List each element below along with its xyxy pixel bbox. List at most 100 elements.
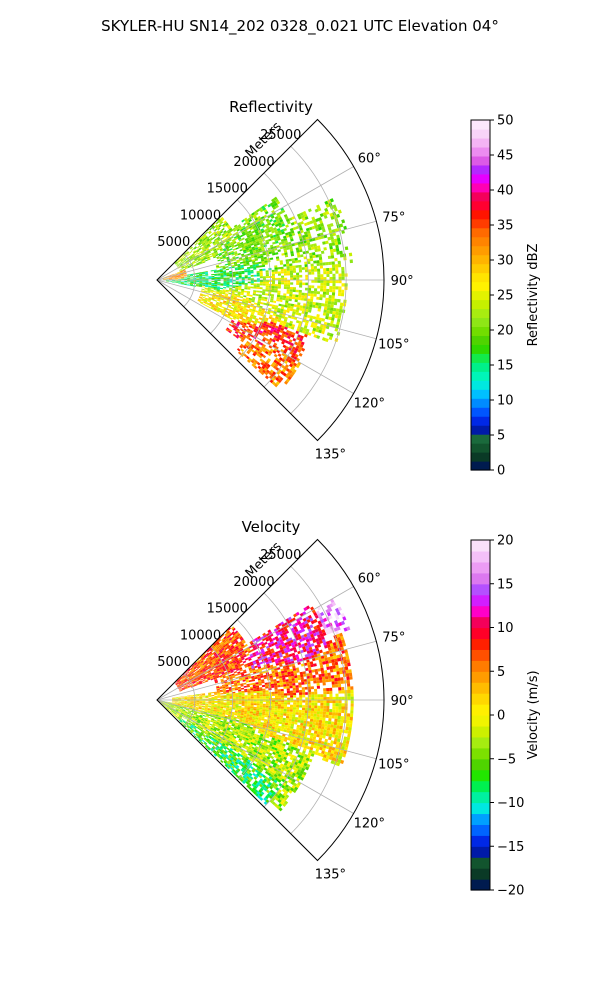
- echo-cell: [284, 380, 289, 385]
- echo-cell: [248, 231, 253, 235]
- echo-cell: [310, 686, 315, 690]
- echo-cell: [280, 693, 285, 696]
- echo-cell: [210, 286, 215, 289]
- echo-cell: [319, 679, 323, 683]
- echo-cell: [266, 348, 270, 353]
- echo-cell: [190, 281, 194, 282]
- echo-cell: [317, 223, 322, 228]
- echo-cell: [235, 324, 240, 327]
- echo-cell: [258, 354, 263, 359]
- echo-cell: [271, 280, 276, 283]
- echo-cell: [306, 298, 311, 302]
- echo-cell: [265, 272, 269, 275]
- echo-cell: [195, 285, 199, 287]
- echo-cell: [205, 661, 209, 665]
- echo-cell: [252, 240, 256, 244]
- echo-cell: [315, 722, 319, 726]
- echo-cell: [348, 672, 353, 677]
- echo-cell: [250, 222, 254, 226]
- echo-cell: [226, 703, 230, 706]
- echo-cell: [332, 731, 336, 735]
- echo-cell: [262, 711, 266, 714]
- echo-cell: [331, 684, 336, 688]
- echo-cell: [204, 246, 208, 249]
- echo-cell: [212, 303, 216, 306]
- echo-cell: [277, 273, 282, 276]
- echo-cell: [266, 322, 271, 326]
- echo-cell: [262, 696, 266, 699]
- echo-cell: [317, 728, 321, 732]
- echo-cell: [238, 271, 242, 273]
- echo-cell: [249, 241, 254, 245]
- echo-cell: [231, 266, 235, 269]
- echo-cell: [215, 645, 219, 649]
- echo-cell: [298, 269, 303, 273]
- echo-cell: [199, 280, 203, 282]
- echo-cell: [311, 700, 315, 703]
- echo-cell: [180, 274, 184, 276]
- echo-cell: [217, 701, 221, 703]
- echo-cell: [271, 290, 275, 293]
- echo-cell: [337, 240, 342, 245]
- echo-cell: [226, 272, 230, 274]
- echo-cell: [232, 233, 236, 237]
- echo-cell: [299, 344, 304, 348]
- echo-cell: [291, 678, 295, 682]
- echo-cell: [283, 713, 287, 716]
- echo-cell: [347, 733, 351, 738]
- echo-cell: [200, 655, 204, 659]
- echo-cell: [297, 312, 302, 316]
- echo-cell: [248, 357, 253, 362]
- echo-cell: [274, 198, 279, 203]
- echo-cell: [222, 248, 227, 251]
- echo-cell: [214, 282, 218, 284]
- echo-cell: [201, 298, 205, 301]
- echo-cell: [177, 276, 181, 278]
- echo-cell: [241, 237, 245, 241]
- echo-cell: [178, 282, 182, 283]
- echo-cell: [190, 283, 194, 285]
- echo-cell: [237, 306, 241, 309]
- echo-cell: [199, 274, 203, 276]
- echo-cell: [254, 212, 259, 216]
- echo-cell: [245, 260, 250, 263]
- echo-cell: [182, 261, 185, 264]
- echo-cell: [238, 284, 242, 286]
- echo-cell: [211, 282, 215, 285]
- echo-cell: [248, 331, 253, 335]
- echo-cell: [276, 200, 281, 205]
- echo-cell: [246, 305, 251, 309]
- echo-cell: [210, 649, 215, 653]
- echo-cell: [219, 266, 223, 268]
- echo-cell: [180, 275, 184, 277]
- echo-cell: [295, 687, 299, 691]
- echo-cell: [227, 237, 232, 241]
- echo-cell: [294, 716, 299, 720]
- echo-cell: [326, 288, 330, 293]
- echo-cell: [305, 250, 310, 254]
- echo-cell: [324, 723, 328, 727]
- echo-cell: [231, 291, 235, 294]
- echo-cell: [258, 265, 263, 268]
- echo-cell: [196, 240, 200, 243]
- echo-cell: [235, 288, 239, 290]
- echo-cell: [304, 233, 309, 238]
- echo-cell: [283, 270, 287, 274]
- echo-cell: [253, 346, 258, 350]
- echo-cell: [234, 639, 238, 644]
- echo-cell: [235, 271, 239, 274]
- echo-cell: [281, 333, 286, 337]
- echo-cell: [203, 249, 207, 252]
- echo-cell: [199, 239, 203, 243]
- echo-cell: [192, 669, 196, 673]
- echo-cell: [228, 323, 233, 327]
- echo-cell: [239, 316, 243, 320]
- echo-cell: [277, 379, 282, 384]
- echo-cell: [301, 347, 306, 352]
- echo-cell: [180, 696, 185, 698]
- echo-cell: [284, 280, 288, 283]
- echo-cell: [208, 698, 212, 700]
- echo-cell: [341, 289, 345, 294]
- echo-cell: [235, 704, 239, 706]
